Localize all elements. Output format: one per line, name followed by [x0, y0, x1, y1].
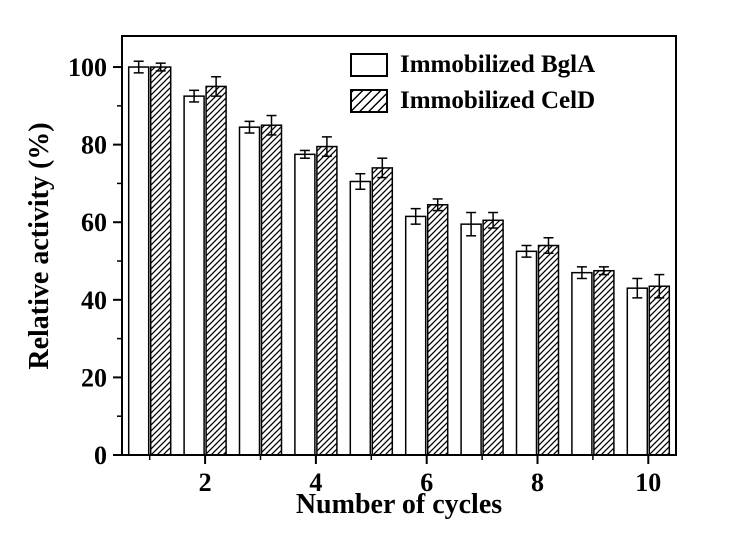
error-bars-group — [133, 60, 665, 299]
x-tick-label: 10 — [635, 468, 661, 497]
legend-item-celd: Immobilized CelD — [350, 88, 595, 113]
bar — [537, 244, 560, 456]
legend-item-bgla: Immobilized BglA — [350, 52, 595, 77]
bar — [260, 124, 283, 456]
y-tick-label: 80 — [81, 131, 107, 160]
legend-label-bgla: Immobilized BglA — [400, 51, 596, 78]
bar — [460, 223, 482, 456]
bar — [648, 285, 671, 456]
x-tick-label: 2 — [199, 468, 212, 497]
y-tick-label: 20 — [81, 363, 107, 392]
bar — [316, 145, 338, 456]
y-tick-label: 0 — [94, 441, 107, 470]
bar — [593, 269, 615, 456]
x-tick-label: 8 — [531, 468, 544, 497]
x-axis-title: Number of cycles — [295, 489, 503, 520]
legend-swatch-open-bar — [350, 52, 388, 77]
bar — [626, 287, 649, 456]
legend-swatch-hatched-bar — [350, 88, 388, 113]
bar — [515, 250, 538, 456]
bar — [127, 66, 150, 456]
y-tick-label: 100 — [68, 53, 107, 82]
legend: Immobilized BglA Immobilized CelD — [350, 52, 595, 113]
legend-label-celd: Immobilized CelD — [400, 87, 596, 114]
y-axis-title: Relative activity (%) — [24, 122, 55, 370]
bar — [238, 126, 261, 456]
bar — [205, 85, 227, 456]
axes-group: 0 20 40 60 80 100 2 4 6 8 10 — [68, 35, 677, 497]
plot-frame — [121, 35, 677, 456]
bar — [404, 215, 427, 456]
x-tick-label: 6 — [420, 468, 433, 497]
bar — [183, 95, 205, 456]
bar — [294, 153, 316, 456]
bar — [426, 204, 449, 456]
bar — [482, 219, 504, 456]
y-tick-label: 40 — [81, 286, 107, 315]
bars-group — [127, 66, 671, 456]
bar — [371, 167, 394, 456]
bar — [349, 180, 372, 456]
x-tick-label: 4 — [309, 468, 322, 497]
bar — [149, 66, 172, 456]
bar — [571, 271, 593, 456]
y-tick-label: 60 — [81, 208, 107, 237]
